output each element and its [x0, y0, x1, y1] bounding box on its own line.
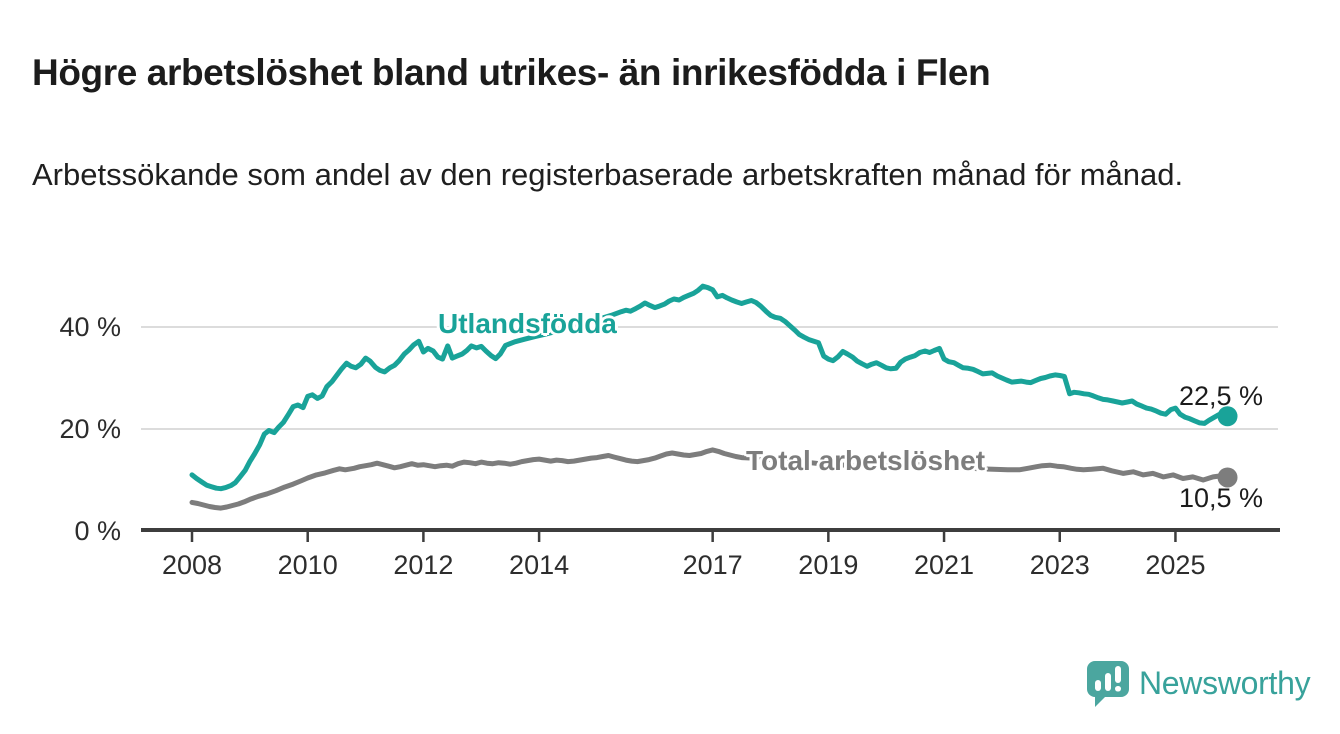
- end-value-utlandsfodda: 22,5 %: [1178, 381, 1263, 411]
- x-tick-label: 2021: [914, 550, 975, 580]
- x-tick-label: 2014: [509, 550, 570, 580]
- series-line-total-arbetsl-shet: [189, 447, 1230, 511]
- newsworthy-logo-icon: [1087, 660, 1129, 707]
- page-title: Högre arbetslöshet bland utrikes- än inr…: [32, 51, 991, 93]
- y-tick-label: 0 %: [74, 516, 121, 546]
- end-value-total-arbetsloshet: 10,5 %: [1178, 483, 1263, 513]
- series-line-utlandsf-dda: [189, 283, 1230, 492]
- page-subtitle: Arbetssökande som andel av den registerb…: [32, 157, 1184, 192]
- brand-name: Newsworthy: [1139, 664, 1311, 701]
- series-label-utlandsfodda: Utlandsfödda: [438, 308, 617, 339]
- x-tick-label: 2023: [1029, 550, 1090, 580]
- x-tick-label: 2019: [798, 550, 859, 580]
- newsworthy-brand-link[interactable]: Newsworthy: [1086, 658, 1311, 708]
- x-tick-label: 2010: [277, 550, 338, 580]
- x-tick-label: 2012: [393, 550, 454, 580]
- y-tick-label: 40 %: [59, 312, 121, 342]
- x-tick-label: 2017: [682, 550, 743, 580]
- series-label-total-arbetsloshet: Total arbetslöshet: [746, 445, 986, 476]
- x-tick-label: 2008: [161, 550, 223, 580]
- x-tick-label: 2025: [1145, 550, 1206, 580]
- y-tick-label: 20 %: [59, 414, 121, 444]
